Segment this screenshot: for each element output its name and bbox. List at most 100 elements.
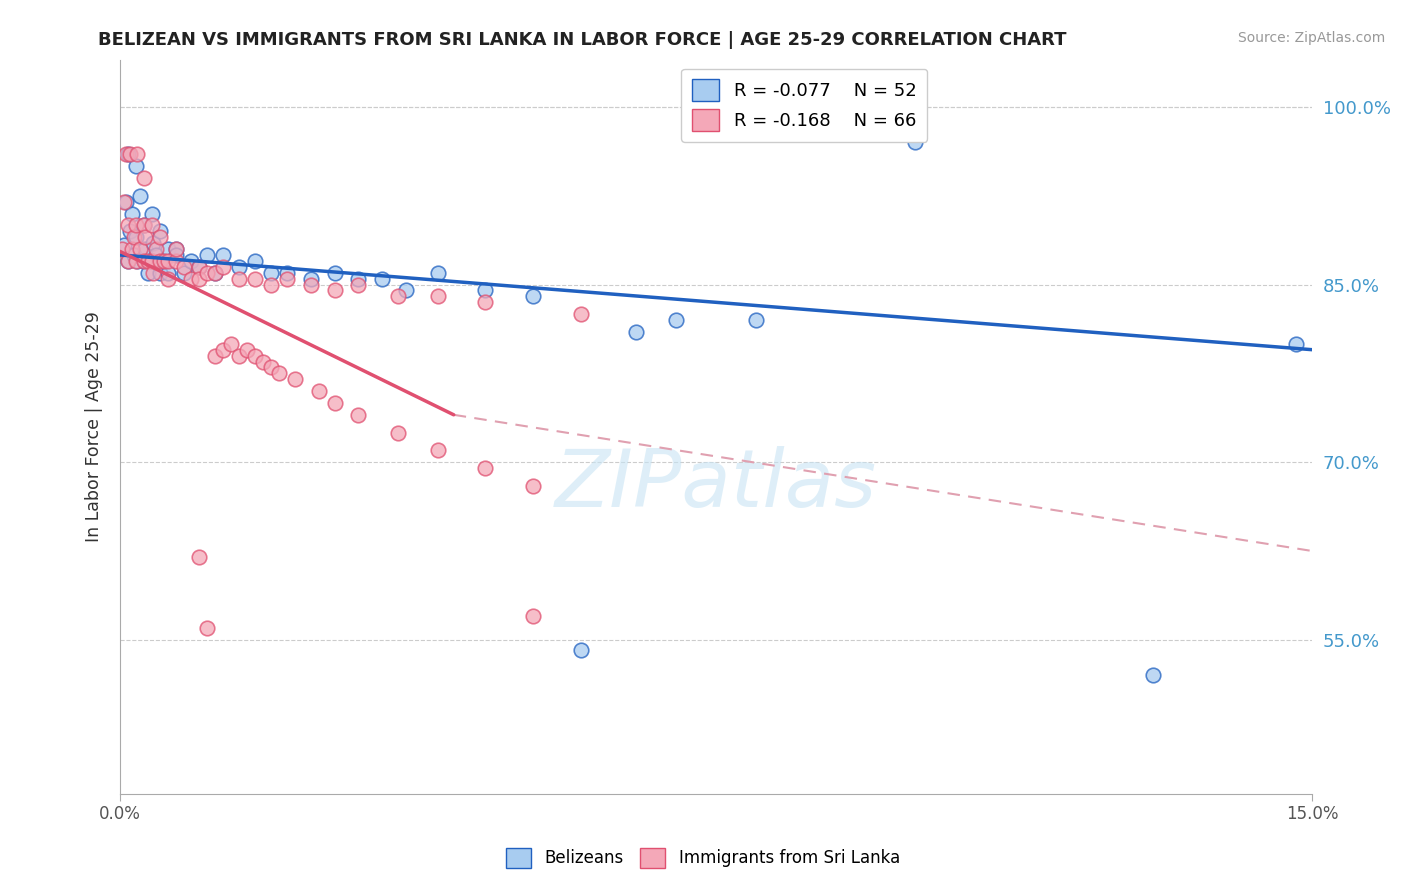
Point: [118, 147, 141, 161]
Point: [111, 242, 134, 256]
Point: [117, 253, 139, 268]
Point: [188, 260, 211, 274]
Point: [165, 253, 187, 268]
Point: [347, 271, 370, 285]
Point: [145, 242, 167, 256]
Point: [121, 206, 143, 220]
Point: [474, 461, 496, 475]
Point: [243, 349, 266, 363]
Point: [323, 396, 346, 410]
Point: [152, 253, 174, 268]
Point: [128, 242, 150, 256]
Point: [112, 194, 135, 209]
Point: [299, 277, 322, 292]
Point: [173, 260, 195, 274]
Point: [134, 230, 156, 244]
Legend: Belizeans, Immigrants from Sri Lanka: Belizeans, Immigrants from Sri Lanka: [499, 841, 907, 875]
Point: [156, 271, 179, 285]
Point: [195, 266, 218, 280]
Point: [228, 271, 250, 285]
Y-axis label: In Labor Force | Age 25-29: In Labor Force | Age 25-29: [86, 311, 103, 542]
Point: [347, 408, 370, 422]
Point: [903, 136, 925, 150]
Point: [522, 609, 544, 624]
Point: [117, 253, 139, 268]
Point: [156, 266, 179, 280]
Point: [117, 147, 139, 161]
Legend: R = -0.077    N = 52, R = -0.168    N = 66: R = -0.077 N = 52, R = -0.168 N = 66: [682, 69, 928, 142]
Point: [122, 230, 145, 244]
Point: [134, 242, 156, 256]
Point: [387, 425, 409, 440]
Point: [117, 219, 139, 233]
Point: [204, 349, 226, 363]
Point: [132, 253, 155, 268]
Point: [522, 289, 544, 303]
Point: [243, 253, 266, 268]
Point: [149, 230, 172, 244]
Point: [127, 147, 149, 161]
Point: [212, 343, 235, 357]
Point: [125, 219, 148, 233]
Point: [260, 277, 283, 292]
Point: [347, 277, 370, 292]
Text: BELIZEAN VS IMMIGRANTS FROM SRI LANKA IN LABOR FORCE | AGE 25-29 CORRELATION CHA: BELIZEAN VS IMMIGRANTS FROM SRI LANKA IN…: [98, 31, 1067, 49]
Point: [128, 188, 150, 202]
Point: [165, 242, 187, 256]
Point: [121, 242, 143, 256]
Point: [132, 219, 155, 233]
Point: [114, 194, 136, 209]
Point: [260, 360, 283, 375]
Point: [152, 253, 174, 268]
Point: [474, 284, 496, 298]
Point: [142, 236, 165, 251]
Point: [665, 313, 688, 327]
Point: [125, 159, 148, 173]
Point: [114, 147, 136, 161]
Point: [626, 325, 648, 339]
Point: [204, 266, 226, 280]
Point: [188, 260, 211, 274]
Point: [195, 621, 218, 635]
Point: [149, 253, 172, 268]
Point: [236, 343, 259, 357]
Point: [188, 549, 211, 564]
Point: [308, 384, 330, 398]
Point: [122, 248, 145, 262]
Point: [426, 266, 449, 280]
Point: [149, 224, 172, 238]
Point: [165, 248, 187, 262]
Point: [824, 123, 846, 137]
Point: [323, 266, 346, 280]
Point: [112, 238, 135, 252]
Point: [569, 307, 592, 321]
Point: [474, 295, 496, 310]
Point: [569, 643, 592, 657]
Text: ZIPatlas: ZIPatlas: [555, 446, 877, 524]
Point: [132, 219, 155, 233]
Point: [426, 289, 449, 303]
Point: [243, 271, 266, 285]
Point: [522, 479, 544, 493]
Point: [180, 253, 202, 268]
Point: [228, 349, 250, 363]
Point: [395, 284, 418, 298]
Point: [195, 248, 218, 262]
Point: [252, 354, 274, 368]
Point: [141, 253, 163, 268]
Point: [120, 224, 142, 238]
Point: [1285, 336, 1308, 351]
Point: [136, 253, 159, 268]
Point: [132, 171, 155, 186]
Text: Source: ZipAtlas.com: Source: ZipAtlas.com: [1237, 31, 1385, 45]
Point: [173, 266, 195, 280]
Point: [426, 443, 449, 458]
Point: [165, 242, 187, 256]
Point: [387, 289, 409, 303]
Point: [125, 230, 148, 244]
Point: [276, 271, 298, 285]
Point: [284, 372, 307, 386]
Point: [141, 206, 163, 220]
Point: [212, 260, 235, 274]
Point: [228, 260, 250, 274]
